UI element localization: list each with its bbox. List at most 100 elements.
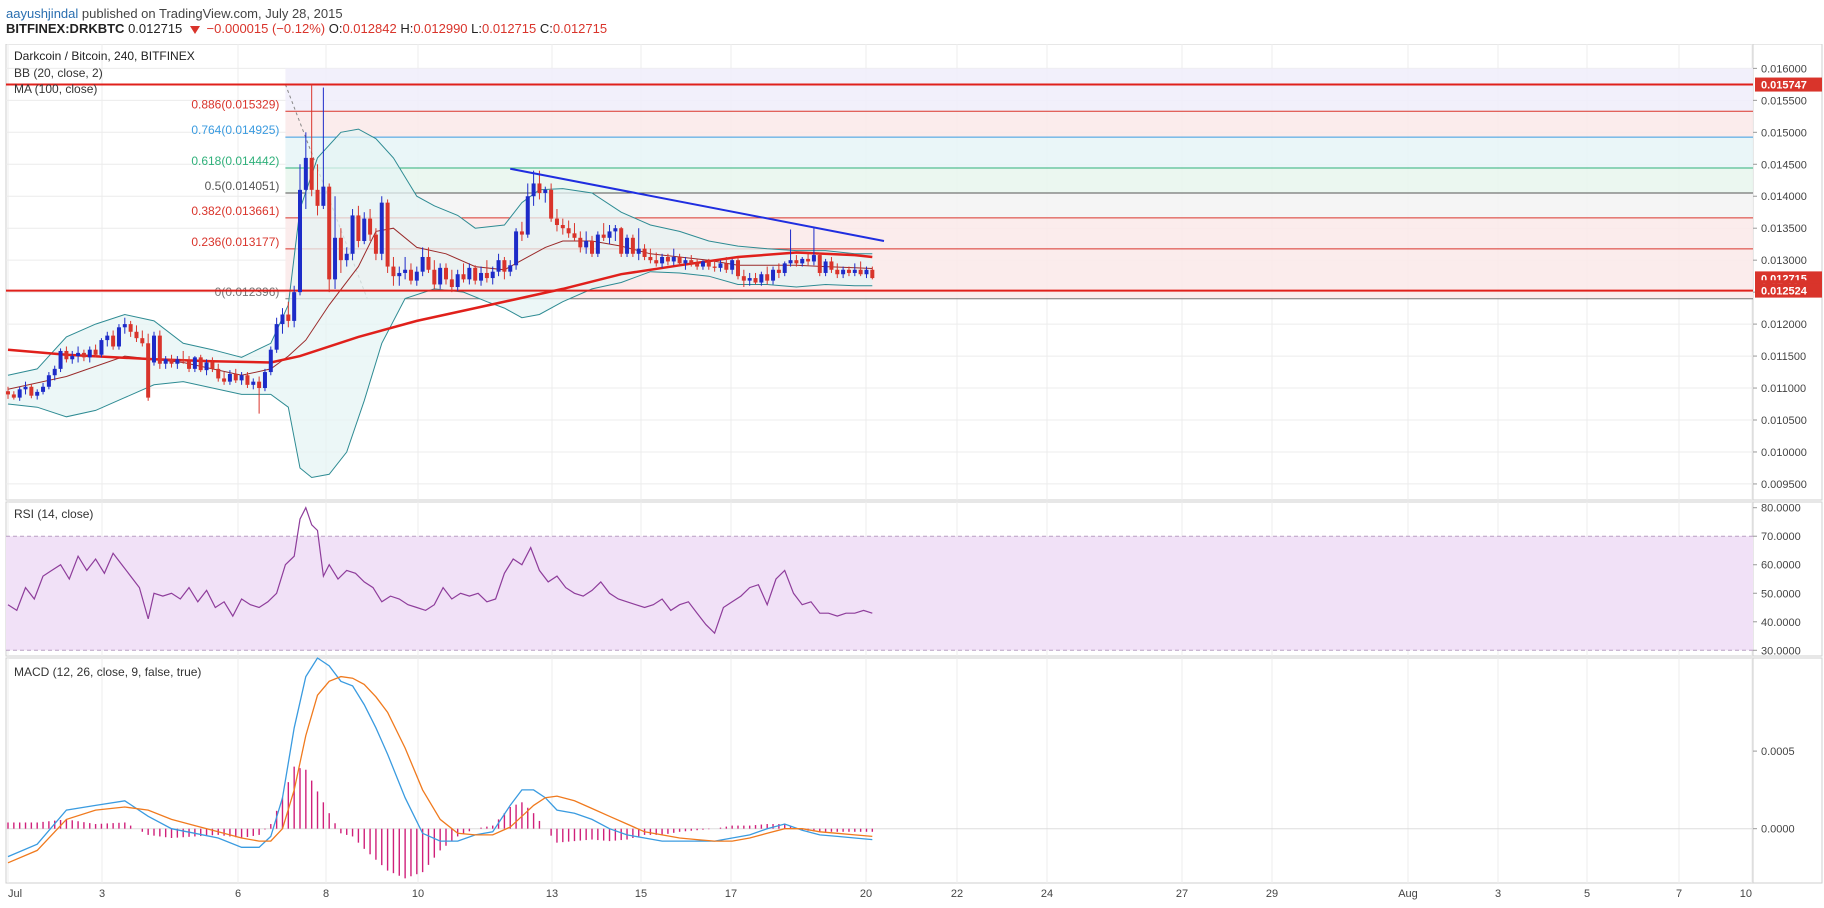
time-axis-label: 5 [1584,888,1590,900]
fib-zone [285,68,1753,112]
candle-body [706,261,711,267]
price-tick-label: 0.014000 [1761,191,1807,203]
candle-body [286,314,291,321]
rsi-tick-label: 70.0000 [1761,531,1801,543]
candle-body [806,258,811,262]
candle-body [619,228,624,254]
price-tag-box [1755,283,1822,298]
rsi-line [7,506,873,635]
candle-body [461,274,466,280]
candle-body [660,256,665,264]
candle-body [257,381,262,389]
candle-body [502,260,507,272]
macd-tick-label: 0.0005 [1761,746,1795,758]
candle-body [508,265,513,272]
open-value: 0.012842 [342,21,397,36]
candle-body [782,263,787,273]
price-tick-label: 0.010000 [1761,447,1807,459]
candle-body [321,186,326,206]
time-axis-label: 8 [323,888,329,900]
fib-zone [285,192,1753,218]
candle-body [134,331,139,339]
candle-body [157,335,162,364]
candle-body [467,267,472,280]
candle-body [70,356,75,360]
candle-body [268,349,273,373]
candle-body [765,274,770,281]
candle-body [233,373,238,381]
fib-level-label: 0(0.012396) [215,285,280,299]
time-axis-label: 17 [725,888,737,900]
last-price: 0.012715 [128,21,183,36]
candle-body [531,183,536,197]
fib-level-label: 0.236(0.013177) [191,235,279,249]
candle-body [496,260,501,272]
chart-area[interactable]: 0.016000 0.015500 0.015000 0.014500 0.014000… [0,44,1824,908]
candle-body [111,335,116,347]
high-label: H: [400,21,414,36]
price-tick-label: 0.014500 [1761,159,1807,171]
bollinger-upper-line [7,128,873,376]
candle-body [23,386,28,390]
price-tag-label: 0.012524 [1761,286,1808,298]
time-axis-label: 15 [635,888,647,900]
candle-body [525,196,530,235]
fib-level-label: 0.886(0.015329) [191,97,279,111]
candle-body [105,335,110,341]
price-tag-label: 0.015747 [1761,80,1807,92]
candle-body [846,269,851,273]
candle-body [654,260,659,264]
price-change: −0.000015 (−0.12%) [206,21,326,36]
candle-body [397,272,402,277]
candle-body [362,218,367,241]
candle-body [753,278,758,283]
candle-body [17,389,22,398]
candle-body [584,240,589,248]
candle-body [811,255,816,262]
candle-body [432,269,437,285]
candle-body [58,350,63,369]
pane-frame-2 [5,657,1823,884]
price-tag-box [1755,77,1822,92]
rsi-tick-label: 60.0000 [1761,560,1801,572]
candle-body [444,267,448,280]
candle-body [479,272,484,281]
time-axis-label: Aug [1398,888,1418,900]
bollinger-lower-line [7,271,873,479]
fib-level-label: 0.618(0.014442) [191,154,279,168]
candle-body [695,263,700,267]
publisher-username[interactable]: aayushjindal [6,6,79,21]
candle-body [222,378,227,382]
fib-level-label: 0.764(0.014925) [191,123,279,137]
candle-body [484,272,489,279]
candle-body [163,359,168,364]
rsi-tick-label: 40.0000 [1761,617,1801,629]
price-tick-label: 0.013000 [1761,255,1807,267]
candle-body [64,350,69,360]
time-axis-label: 6 [235,888,241,900]
high-value: 0.012990 [413,21,468,36]
candle-body [41,386,46,392]
price-tick-label: 0.016000 [1761,63,1807,75]
candle-body [537,183,542,194]
bollinger-basis-line [7,227,873,390]
candle-body [146,343,151,398]
candle-body [636,248,641,254]
fib-zone [285,137,1753,168]
candle-body [455,274,460,288]
time-axis-label: 20 [860,888,872,900]
symbol-name: BITFINEX:DRKBTC [6,21,125,36]
low-value: 0.012715 [482,21,537,36]
candle-body [204,362,209,371]
time-axis-label: Jul [8,888,22,900]
trendline [510,167,885,242]
publisher-line: aayushjindal published on TradingView.co… [6,6,343,21]
candle-body [741,276,746,281]
candle-body [420,256,425,272]
price-tick-label: 0.010500 [1761,415,1807,427]
rsi-tick-label: 50.0000 [1761,588,1801,600]
rsi-band [6,536,1753,651]
candle-body [689,260,694,264]
candle-body [385,202,390,267]
candle-body [665,256,670,262]
